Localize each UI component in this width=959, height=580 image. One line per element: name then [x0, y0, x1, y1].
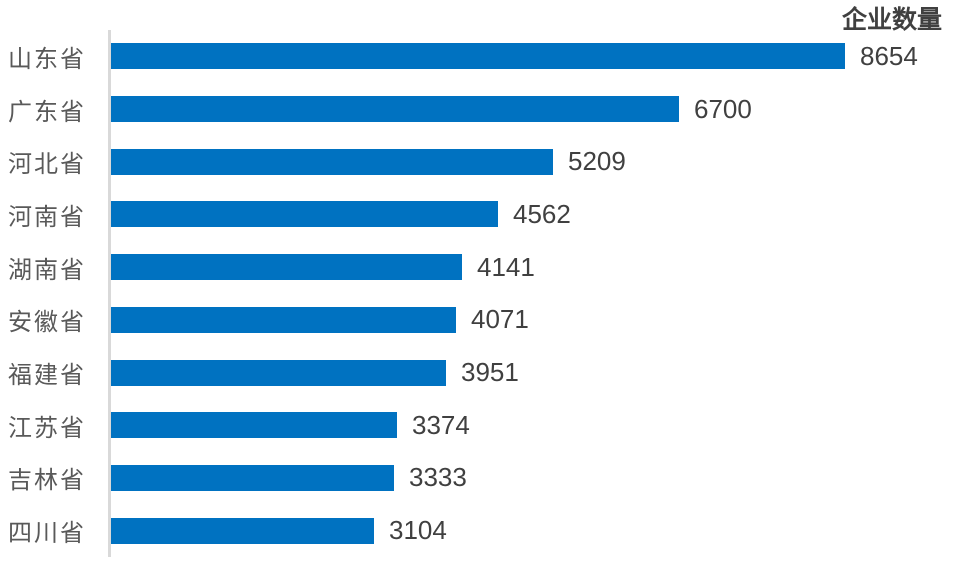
value-label: 3951 — [461, 357, 519, 388]
bar — [111, 148, 553, 175]
bar — [111, 96, 679, 123]
bar — [111, 359, 446, 386]
value-label: 3374 — [412, 409, 470, 440]
category-label: 河北省 — [8, 152, 86, 179]
bar-row: 吉林省 3333 — [0, 452, 959, 505]
category-label: 江苏省 — [8, 415, 86, 442]
bar-row: 安徽省 4071 — [0, 294, 959, 347]
category-label: 安徽省 — [8, 310, 86, 337]
category-label: 吉林省 — [8, 468, 86, 495]
value-label: 4562 — [513, 198, 571, 229]
value-label: 6700 — [694, 93, 752, 124]
category-label: 山东省 — [8, 46, 86, 73]
bar-row: 湖南省 4141 — [0, 241, 959, 294]
bar-row: 河南省 4562 — [0, 188, 959, 241]
bar-rows: 山东省 8654 广东省 6700 河北省 5209 河南省 4562 湖南省 … — [0, 30, 959, 557]
chart-title: 企业数量 — [841, 6, 942, 34]
value-label: 3104 — [389, 515, 447, 546]
bar — [111, 306, 456, 333]
value-label: 4071 — [471, 304, 529, 335]
category-label: 广东省 — [8, 99, 86, 126]
category-label: 福建省 — [8, 363, 86, 390]
bar — [111, 517, 374, 544]
category-label: 四川省 — [8, 521, 86, 548]
bar — [111, 43, 845, 70]
value-label: 3333 — [409, 462, 467, 493]
bar-row: 河北省 5209 — [0, 135, 959, 188]
category-axis-line — [108, 30, 111, 557]
bar — [111, 254, 462, 281]
bar-row: 山东省 8654 — [0, 30, 959, 83]
value-label: 4141 — [477, 251, 535, 282]
bar — [111, 412, 397, 439]
category-label: 湖南省 — [8, 257, 86, 284]
value-label: 5209 — [568, 146, 626, 177]
category-label: 河南省 — [8, 204, 86, 231]
bar-row: 广东省 6700 — [0, 83, 959, 136]
bar-row: 江苏省 3374 — [0, 399, 959, 452]
value-label: 8654 — [860, 40, 918, 71]
bar-row: 福建省 3951 — [0, 346, 959, 399]
bar — [111, 464, 394, 491]
bar-row: 四川省 3104 — [0, 504, 959, 557]
bar — [111, 201, 498, 228]
